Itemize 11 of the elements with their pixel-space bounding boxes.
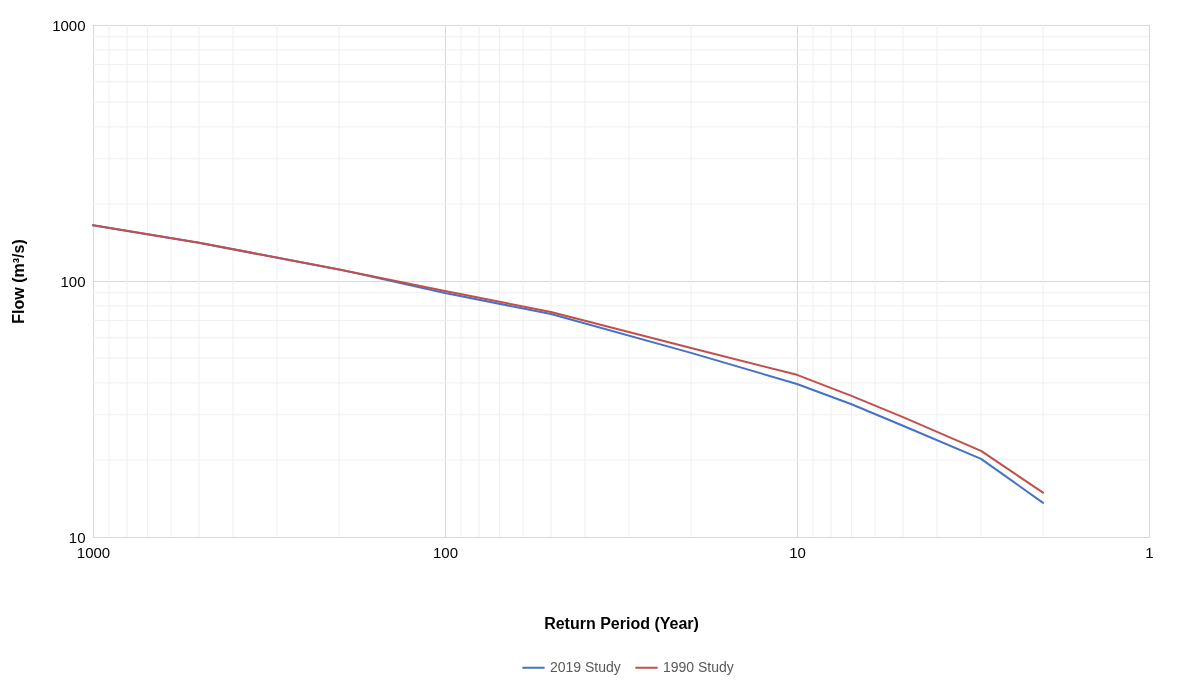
y-axis-title: Flow (m³/s) (10, 239, 28, 324)
x-tick-label: 10 (789, 543, 806, 561)
x-tick-label: 1000 (76, 543, 111, 561)
legend-label: 2019 Study (550, 658, 621, 675)
y-tick-label: 10 (68, 528, 86, 546)
x-tick-label: 1 (1145, 543, 1154, 561)
legend-label: 1990 Study (663, 658, 734, 675)
y-tick-label: 100 (60, 272, 86, 290)
x-tick-label: 100 (432, 543, 459, 561)
x-axis-title: Return Period (Year) (544, 614, 699, 632)
y-tick-label: 1000 (52, 16, 86, 34)
